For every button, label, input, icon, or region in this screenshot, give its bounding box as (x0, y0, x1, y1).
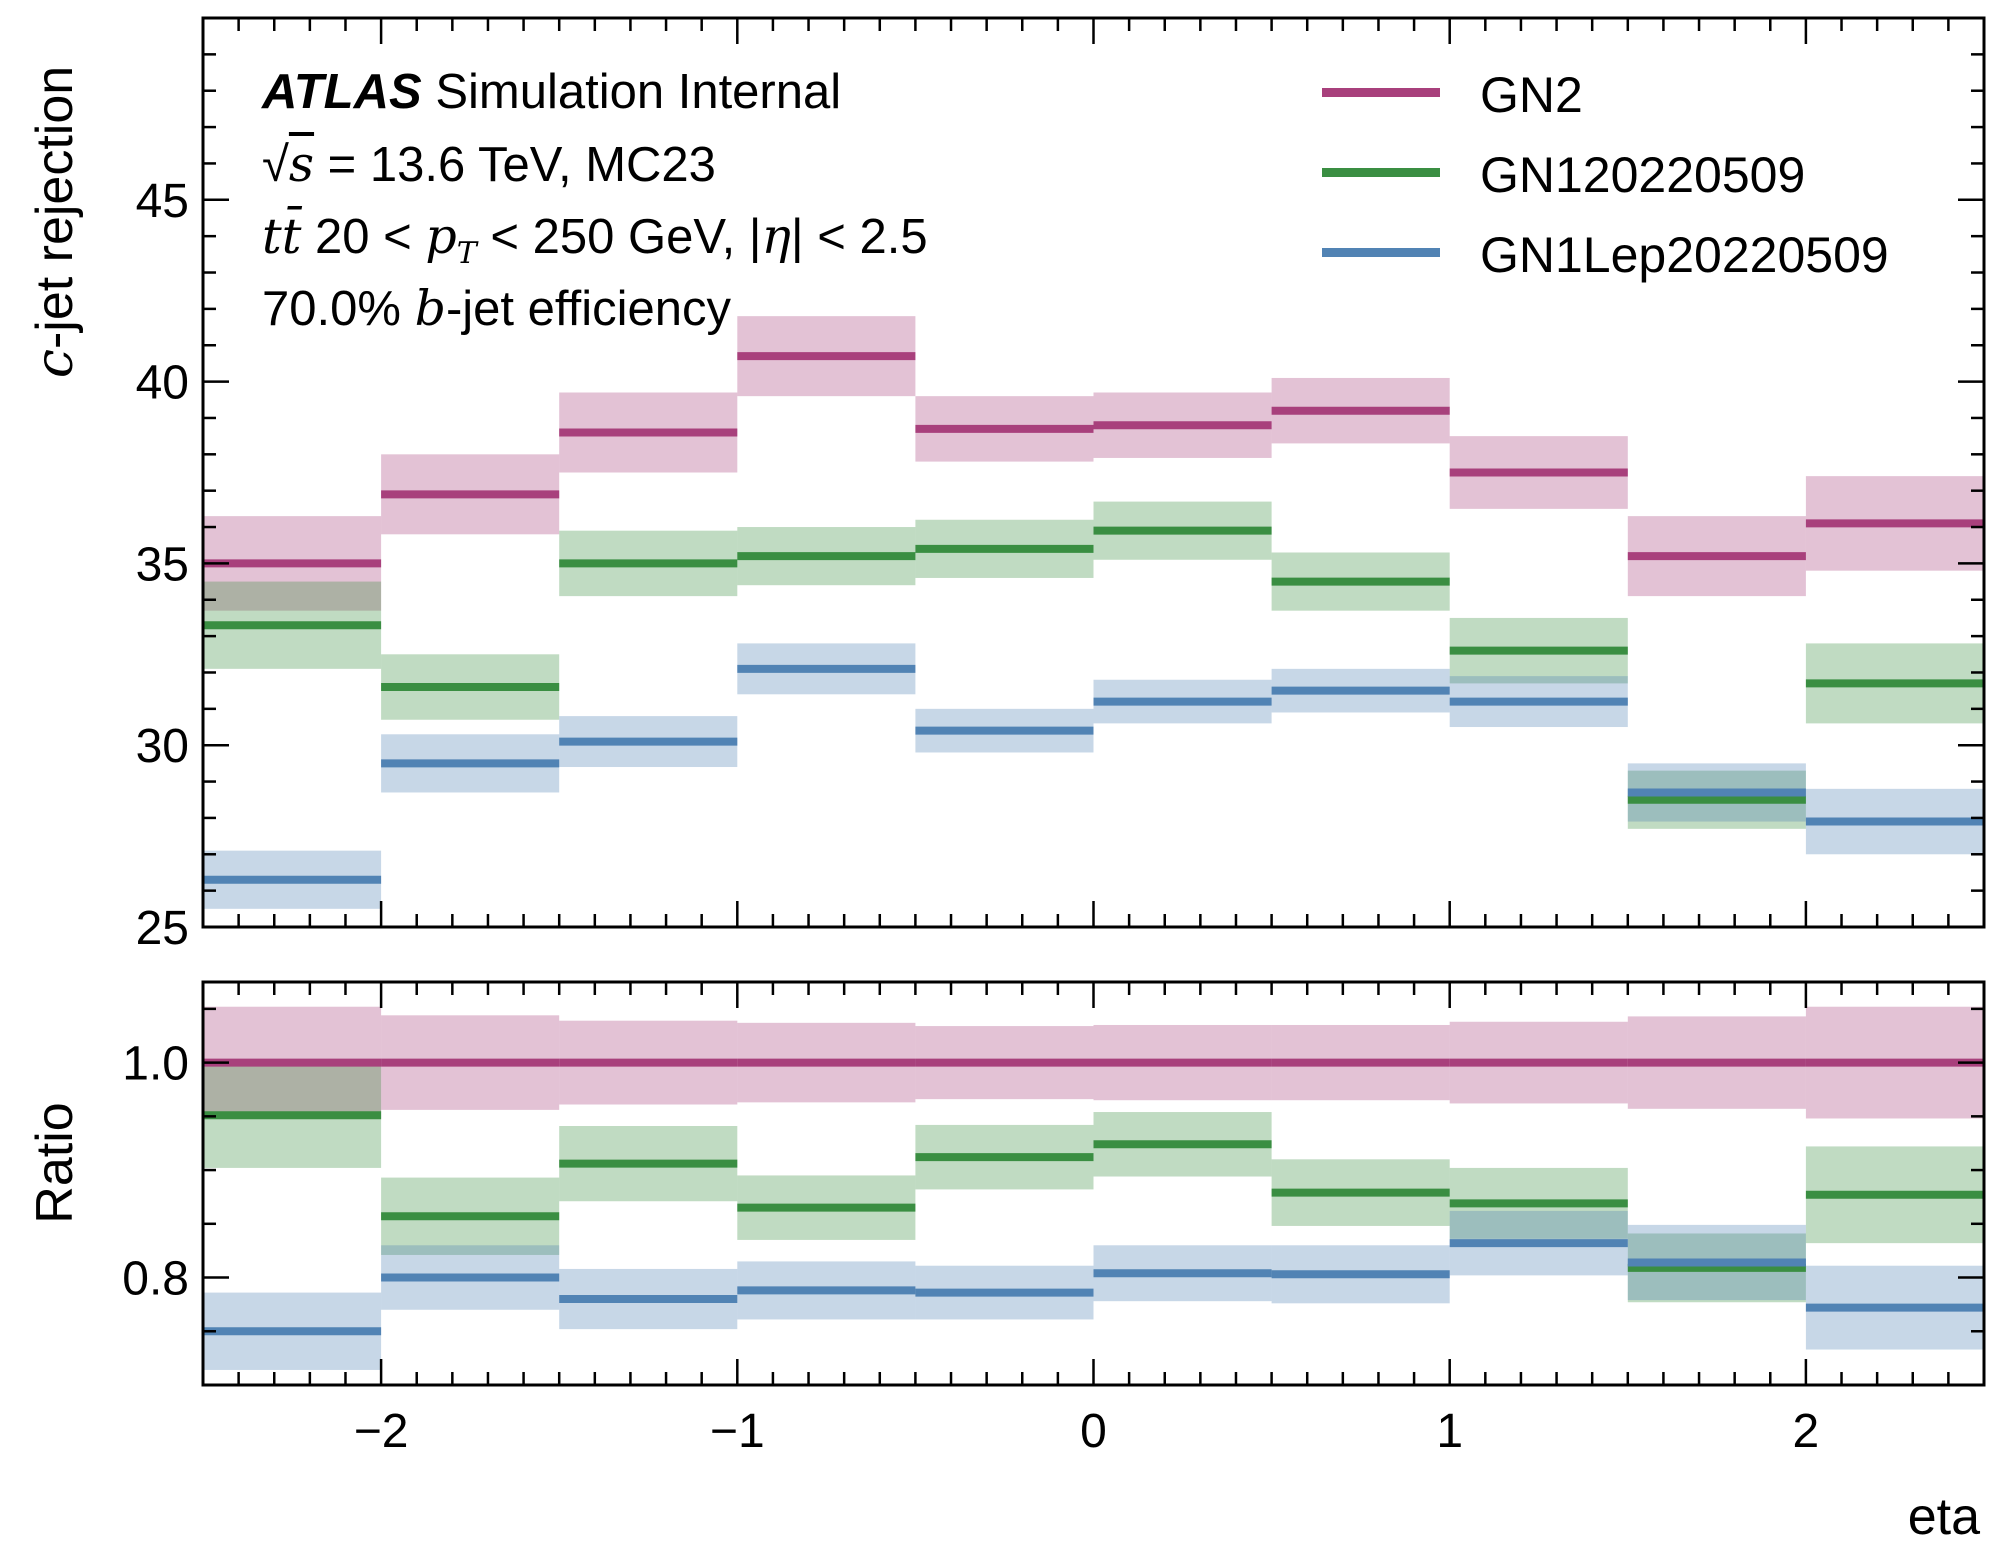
legend-item-gn1lep: GN1Lep20220509 (1300, 218, 1990, 298)
x-tick-label: 1 (1436, 1405, 1463, 1458)
axis-labels: c-jet rejection Ratio eta (25, 66, 1980, 1546)
y-tick-label: 35 (136, 538, 189, 591)
legend-label-gn1lep: GN1Lep20220509 (1480, 227, 1889, 283)
pt-subscript: T (456, 236, 477, 271)
y-tick-label: 0.8 (122, 1253, 189, 1306)
sqrt-s-symbol: √s = (262, 136, 370, 193)
legend-swatch-gn1lep (1322, 248, 1440, 257)
legend-swatch-gn1 (1322, 168, 1440, 177)
pt-min: 20 (315, 210, 370, 264)
x-tick-label: 2 (1793, 1405, 1820, 1458)
pt-unit: GeV (628, 210, 722, 264)
legend-label-gn1: GN120220509 (1480, 147, 1806, 203)
legend-swatch-gn2 (1322, 88, 1440, 97)
sample-name: tt̄ (262, 208, 302, 265)
experiment-name: ATLAS (262, 65, 422, 119)
ratio-panel: −2 −1 0 1 2 0.8 1.0 (122, 980, 1986, 1458)
wp-suffix: -jet efficiency (445, 282, 731, 336)
y-tick-label: 45 (136, 175, 189, 228)
legend-label-gn2: GN2 (1480, 67, 1583, 123)
energy-unit: TeV (478, 138, 558, 192)
energy-value: 13.6 (369, 138, 466, 192)
y-axis-label-ratio: Ratio (26, 1102, 84, 1223)
main-panel: 25 30 35 40 45 (136, 16, 1986, 955)
legend-item-gn2: GN2 (1300, 58, 1990, 138)
y-axis-label-main: c-jet rejection (25, 66, 85, 378)
experiment-label: ATLAS Simulation Internal (262, 64, 841, 120)
pt-symbol: p (425, 208, 457, 265)
pt-max: 250 (532, 210, 615, 264)
selection-label: tt̄ 20 < pT < 250 GeV, |η| < 2.5 (262, 208, 928, 271)
separator: , (557, 138, 586, 192)
x-tick-label: 0 (1080, 1405, 1107, 1458)
y-tick-label: 30 (136, 720, 189, 773)
eta-symbol: η (761, 208, 791, 265)
legend-item-gn1: GN120220509 (1300, 138, 1990, 218)
working-point-label: 70.0% b-jet efficiency (262, 280, 731, 337)
eta-max: 2.5 (859, 210, 928, 264)
status-text: Simulation Internal (435, 65, 842, 119)
wp-value: 70.0% (262, 282, 401, 336)
x-tick-label: −2 (354, 1405, 409, 1458)
x-axis-label: eta (1908, 1488, 1980, 1546)
campaign: MC23 (585, 138, 716, 192)
legend: GN2 GN120220509 GN1Lep20220509 (1300, 58, 1990, 298)
wp-flavour: b (414, 280, 446, 337)
y-tick-label: 40 (136, 357, 189, 410)
energy-label: √s = 13.6 TeV, MC23 (262, 136, 716, 193)
y-tick-label: 25 (136, 902, 189, 955)
x-tick-label: −1 (710, 1405, 765, 1458)
y-tick-label: 1.0 (122, 1038, 189, 1091)
